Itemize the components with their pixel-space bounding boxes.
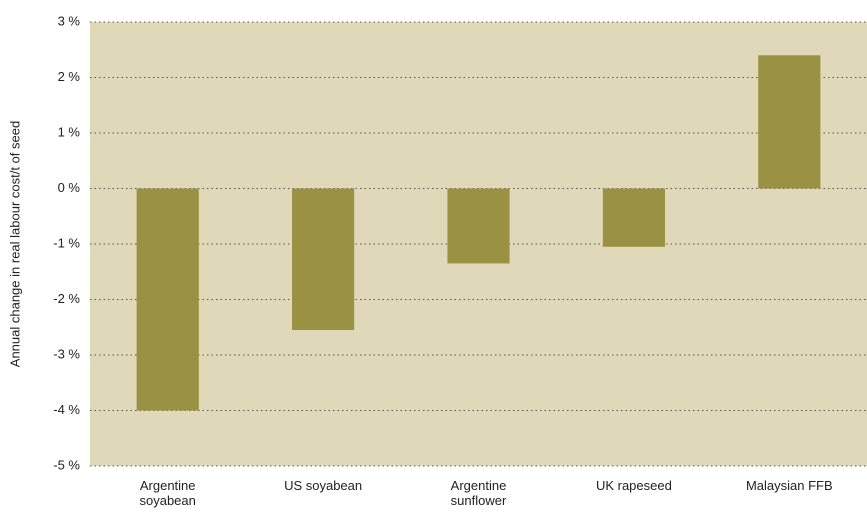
bar	[602, 188, 665, 247]
bar	[758, 55, 821, 189]
y-tick-label: -3 %	[53, 346, 80, 361]
x-tick-label: UK rapeseed	[595, 478, 672, 493]
x-tick-label: Argentine sunflower	[450, 478, 507, 508]
y-tick-label: -4 %	[53, 402, 80, 417]
y-tick-label: 3 %	[58, 13, 81, 28]
y-tick-label: 0 %	[58, 180, 81, 195]
x-tick-label: US soyabean	[284, 478, 363, 493]
bar	[136, 188, 199, 411]
bar	[447, 188, 510, 264]
y-tick-label: -5 %	[53, 457, 80, 472]
y-tick-label: -2 %	[53, 291, 80, 306]
y-tick-label: 2 %	[58, 69, 81, 84]
bar	[292, 188, 355, 331]
x-tick-label: Malaysian FFB	[745, 478, 833, 493]
y-tick-label: -1 %	[53, 235, 80, 250]
x-tick-label: Argentine soyabean	[139, 478, 196, 508]
y-axis-label: Annual change in real labour cost/t of s…	[7, 121, 22, 367]
y-tick-label: 1 %	[58, 124, 81, 139]
